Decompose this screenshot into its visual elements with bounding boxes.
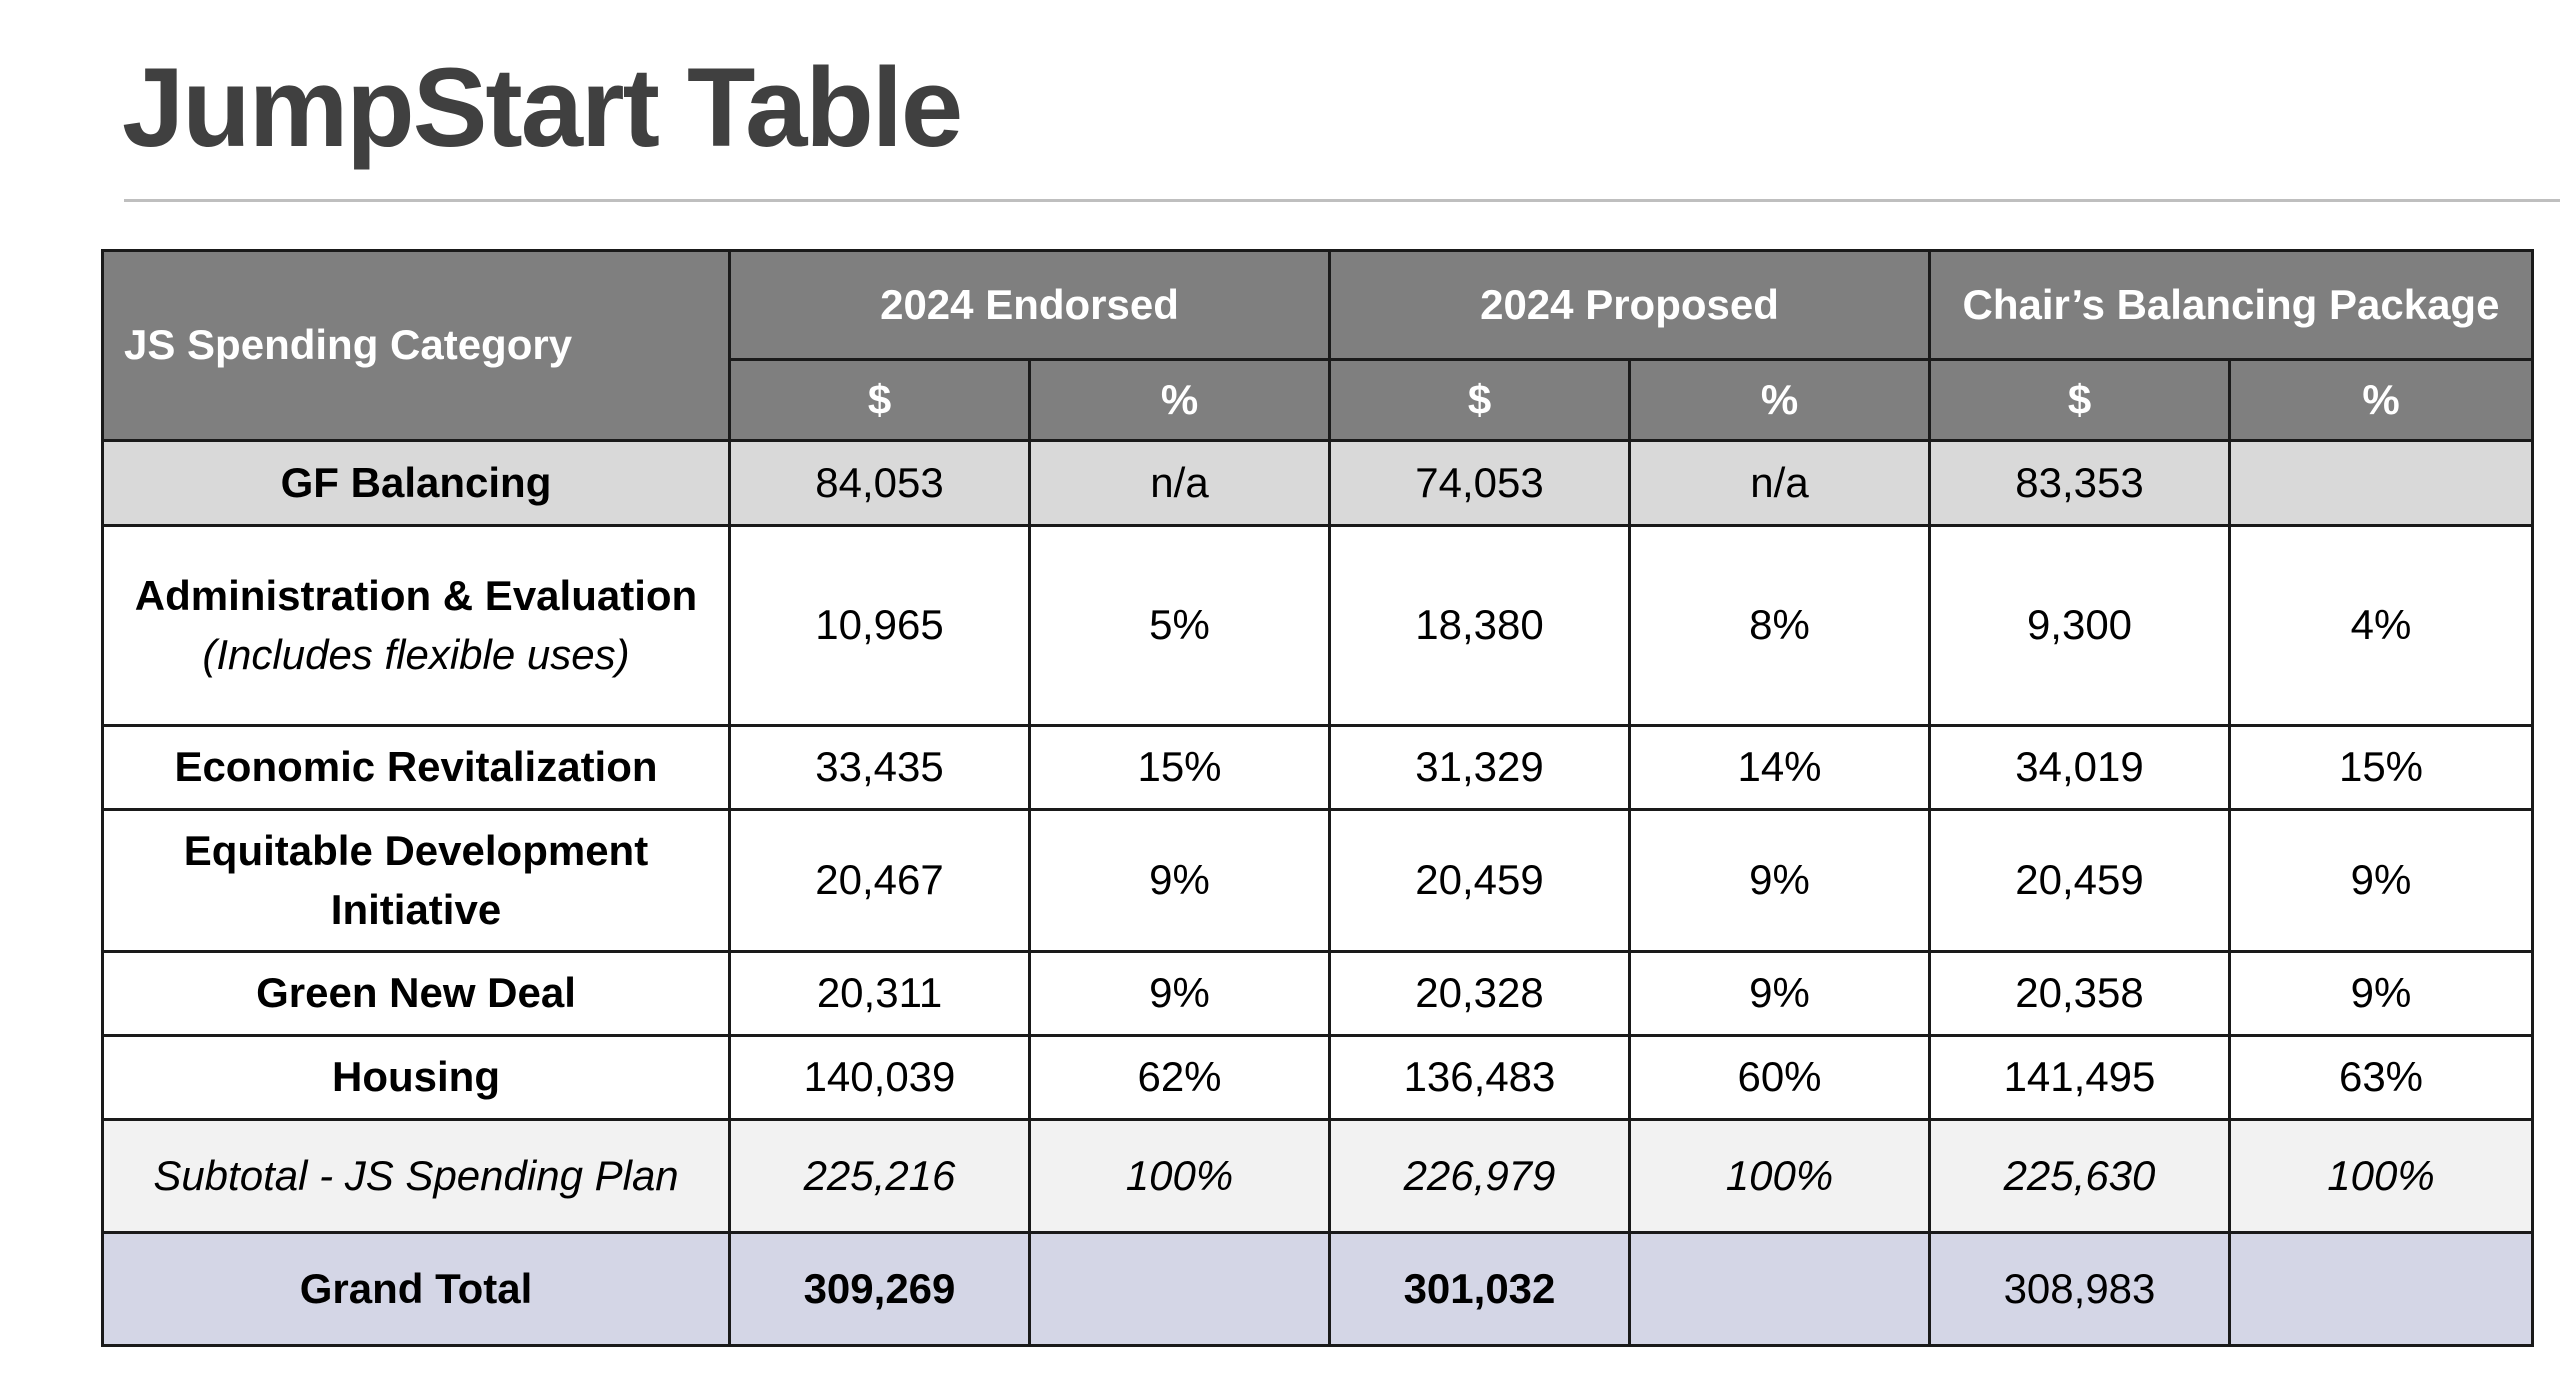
cell-chair-percent: 9% <box>2228 950 2534 1037</box>
table-row: Housing 140,039 62% 136,483 60% 141,495 … <box>101 1034 2534 1121</box>
cell-proposed-dollar: 31,329 <box>1328 724 1631 811</box>
cell-chair-dollar: 20,459 <box>1928 808 2231 953</box>
cell-endorsed-dollar: 33,435 <box>728 724 1031 811</box>
row-category: Economic Revitalization <box>101 724 731 811</box>
subtotal-proposed-percent: 100% <box>1628 1118 1931 1234</box>
cell-proposed-percent: 9% <box>1628 950 1931 1037</box>
cell-endorsed-percent: 15% <box>1028 724 1331 811</box>
subtotal-label: Subtotal - JS Spending Plan <box>101 1118 731 1234</box>
subtotal-chair-percent: 100% <box>2228 1118 2534 1234</box>
cell-proposed-dollar: 18,380 <box>1328 524 1631 727</box>
header-percent: % <box>1028 358 1331 442</box>
grand-total-proposed-dollar: 301,032 <box>1328 1231 1631 1347</box>
cell-endorsed-percent: 9% <box>1028 808 1331 953</box>
subtotal-chair-dollar: 225,630 <box>1928 1118 2231 1234</box>
cell-endorsed-percent: n/a <box>1028 439 1331 527</box>
cell-chair-dollar: 141,495 <box>1928 1034 2231 1121</box>
cell-proposed-percent: 60% <box>1628 1034 1931 1121</box>
header-group-endorsed: 2024 Endorsed <box>728 249 1331 361</box>
grand-total-endorsed-dollar: 309,269 <box>728 1231 1031 1347</box>
header-group-chair: Chair’s Balancing Package <box>1928 249 2534 361</box>
row-category-cell: Administration & Evaluation (Includes fl… <box>101 524 731 727</box>
row-category: GF Balancing <box>101 439 731 527</box>
cell-chair-dollar: 9,300 <box>1928 524 2231 727</box>
grand-total-endorsed-percent <box>1028 1231 1331 1347</box>
table-row: Green New Deal 20,311 9% 20,328 9% 20,35… <box>101 950 2534 1037</box>
page-title: JumpStart Table <box>122 45 963 170</box>
cell-proposed-percent: n/a <box>1628 439 1931 527</box>
header-dollar: $ <box>1328 358 1631 442</box>
row-category: Housing <box>101 1034 731 1121</box>
cell-endorsed-dollar: 140,039 <box>728 1034 1031 1121</box>
cell-chair-dollar: 83,353 <box>1928 439 2231 527</box>
header-percent: % <box>1628 358 1931 442</box>
cell-proposed-percent: 9% <box>1628 808 1931 953</box>
cell-chair-percent: 15% <box>2228 724 2534 811</box>
cell-chair-percent <box>2228 439 2534 527</box>
cell-proposed-dollar: 20,459 <box>1328 808 1631 953</box>
grand-total-row: Grand Total 309,269 301,032 308,983 <box>101 1231 2534 1347</box>
title-divider <box>124 199 2560 202</box>
row-category: Green New Deal <box>101 950 731 1037</box>
cell-endorsed-percent: 9% <box>1028 950 1331 1037</box>
cell-proposed-dollar: 136,483 <box>1328 1034 1631 1121</box>
subtotal-endorsed-percent: 100% <box>1028 1118 1331 1234</box>
grand-total-proposed-percent <box>1628 1231 1931 1347</box>
cell-endorsed-dollar: 20,467 <box>728 808 1031 953</box>
subtotal-row: Subtotal - JS Spending Plan 225,216 100%… <box>101 1118 2534 1234</box>
cell-endorsed-percent: 5% <box>1028 524 1331 727</box>
grand-total-chair-dollar: 308,983 <box>1928 1231 2231 1347</box>
subtotal-proposed-dollar: 226,979 <box>1328 1118 1631 1234</box>
subtotal-endorsed-dollar: 225,216 <box>728 1118 1031 1234</box>
table-row: GF Balancing 84,053 n/a 74,053 n/a 83,35… <box>101 439 2534 527</box>
table-row: Administration & Evaluation (Includes fl… <box>101 524 2534 727</box>
header-dollar: $ <box>728 358 1031 442</box>
grand-total-label: Grand Total <box>101 1231 731 1347</box>
header-category: JS Spending Category <box>101 249 731 442</box>
cell-endorsed-dollar: 20,311 <box>728 950 1031 1037</box>
cell-proposed-dollar: 74,053 <box>1328 439 1631 527</box>
row-category: Equitable Development Initiative <box>101 808 731 953</box>
cell-endorsed-dollar: 10,965 <box>728 524 1031 727</box>
grand-total-chair-percent <box>2228 1231 2534 1347</box>
header-percent: % <box>2228 358 2534 442</box>
cell-chair-percent: 9% <box>2228 808 2534 953</box>
cell-chair-percent: 4% <box>2228 524 2534 727</box>
cell-proposed-dollar: 20,328 <box>1328 950 1631 1037</box>
header-dollar: $ <box>1928 358 2231 442</box>
row-category-note: (Includes flexible uses) <box>202 630 630 678</box>
jumpstart-table: JS Spending Category 2024 Endorsed 2024 … <box>101 249 2534 1347</box>
cell-chair-percent: 63% <box>2228 1034 2534 1121</box>
header-group-proposed: 2024 Proposed <box>1328 249 1931 361</box>
table-row: Economic Revitalization 33,435 15% 31,32… <box>101 724 2534 811</box>
cell-endorsed-dollar: 84,053 <box>728 439 1031 527</box>
cell-chair-dollar: 34,019 <box>1928 724 2231 811</box>
cell-endorsed-percent: 62% <box>1028 1034 1331 1121</box>
row-category: Administration & Evaluation <box>134 571 698 619</box>
cell-proposed-percent: 8% <box>1628 524 1931 727</box>
cell-chair-dollar: 20,358 <box>1928 950 2231 1037</box>
table-row: Equitable Development Initiative 20,467 … <box>101 808 2534 953</box>
cell-proposed-percent: 14% <box>1628 724 1931 811</box>
